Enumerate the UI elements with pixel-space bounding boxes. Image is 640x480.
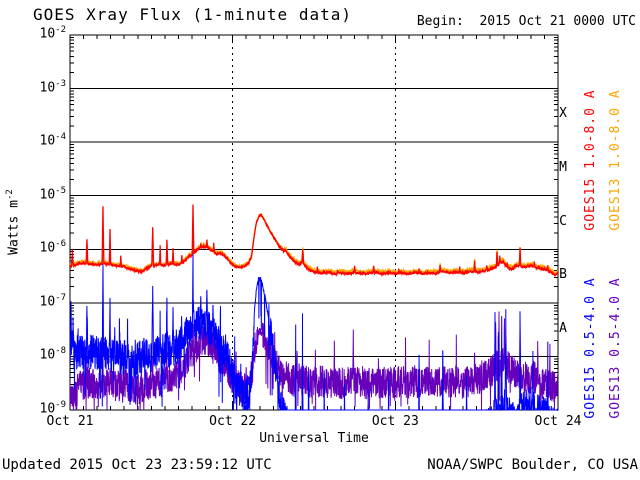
series-GOES13-0.5-4.0 A [70,311,558,411]
series-GOES13-1.0-8.0 A [70,213,558,276]
series-GOES15-1.0-8.0 A [70,204,558,278]
y-tick-exponent: -2 [55,25,66,35]
x-tick-label: Oct 24 [534,414,582,429]
y-tick-base: 10 [39,187,56,203]
y-tick-exponent: -7 [55,292,66,303]
legend-goes13-long: GOES13 1.0-8.0 A [608,89,623,231]
flare-class-label: C [559,213,567,229]
series-GOES15-0.5-4.0 A [70,252,558,411]
y-tick-label: 10-9 [24,400,67,417]
y-tick-base: 10 [39,79,56,95]
y-tick-base: 10 [39,347,56,363]
y-tick-label: 10-8 [24,346,67,363]
x-tick-label: Oct 22 [209,414,257,429]
legend-goes13-short: GOES13 0.5-4.0 A [608,277,623,419]
y-tick-exponent: -3 [55,78,66,89]
flare-class-label: B [559,267,567,283]
y-tick-base: 10 [39,133,56,149]
begin-timestamp: Begin: 2015 Oct 21 0000 UTC [416,14,636,29]
flare-class-label: A [559,320,567,336]
y-tick-label: 10-2 [24,25,67,42]
y-tick-exponent: -4 [55,132,66,143]
y-axis-label-exponent: -2 [5,189,15,201]
y-tick-base: 10 [39,240,56,256]
y-tick-label: 10-7 [24,292,67,310]
updated-timestamp: Updated 2015 Oct 23 23:59:12 UTC [2,457,272,473]
y-tick-label: 10-6 [24,239,67,256]
page-title: GOES Xray Flux (1-minute data) [33,5,352,24]
legend-goes15-short: GOES15 0.5-4.0 A [583,277,598,419]
legend-goes15-long: GOES15 1.0-8.0 A [583,89,598,231]
axes [69,34,559,411]
y-tick-base: 10 [39,401,56,417]
y-tick-base: 10 [39,294,56,310]
y-tick-label: 10-4 [24,132,67,149]
x-tick-label: Oct 21 [46,414,94,429]
y-tick-exponent: -6 [55,239,66,250]
y-tick-exponent: -9 [55,400,66,410]
y-axis-label: Watts m-2 [5,177,22,267]
y-tick-base: 10 [39,26,56,42]
y-axis-label-text: Watts m [6,200,22,255]
source-credit: NOAA/SWPC Boulder, CO USA [427,457,638,473]
flare-class-label: X [559,106,567,122]
y-tick-exponent: -5 [55,185,66,196]
y-tick-label: 10-5 [24,185,67,203]
x-axis-label: Universal Time [259,431,369,446]
x-tick-label: Oct 23 [371,414,419,429]
y-tick-label: 10-3 [24,78,67,96]
flare-class-label: M [559,159,567,175]
y-tick-exponent: -8 [55,346,66,357]
